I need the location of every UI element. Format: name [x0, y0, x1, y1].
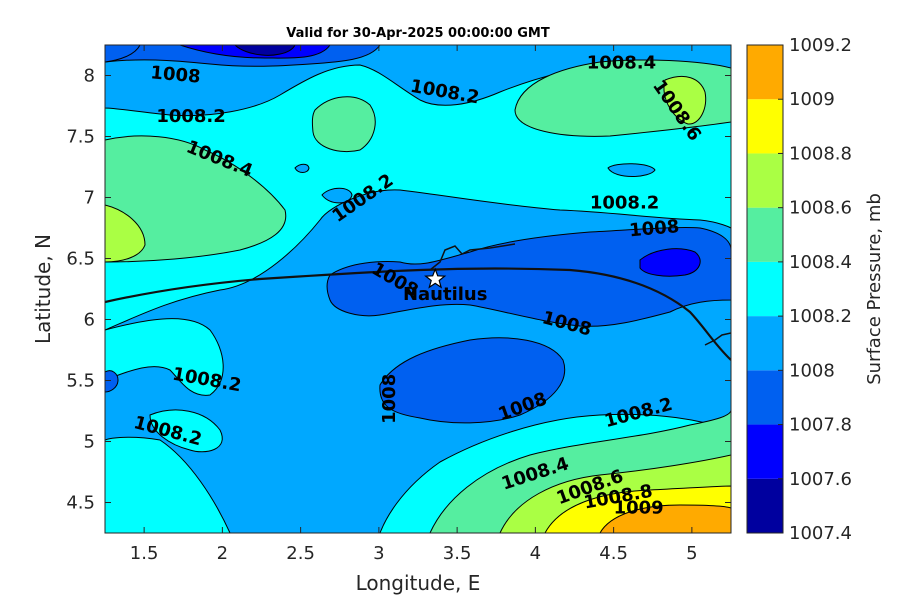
x-tick-label: 1.5 — [130, 543, 159, 564]
contour-region-1008.4-topmid — [311, 96, 376, 153]
y-tick-label: 4.5 — [66, 493, 95, 514]
contour-label: 1009 — [614, 498, 664, 519]
colorbar-frame — [746, 44, 784, 534]
colorbar-tick-label: 1008.8 — [789, 143, 852, 164]
contour-region-1007.6-mid — [639, 248, 701, 277]
plot-area — [105, 45, 731, 533]
contour-pocket-2 — [607, 163, 656, 177]
coastline-lagoon — [429, 243, 516, 271]
star-marker — [424, 267, 447, 289]
contour-region-1008.6-left — [105, 204, 146, 263]
colorbar-swatch — [747, 316, 783, 371]
x-axis-label: Longitude, E — [356, 571, 481, 595]
contour-label: 1008 — [628, 216, 680, 241]
contour-label: 1008 — [379, 374, 400, 424]
contour-label: 1008.2 — [590, 193, 659, 214]
colorbar-tick-label: 1009.2 — [789, 35, 852, 56]
y-tick-label: 5.5 — [66, 371, 95, 392]
colorbar-swatch — [747, 207, 783, 262]
colorbar-tick-label: 1008.6 — [789, 198, 852, 219]
y-axis-ticks: 4.5 5 5.5 6 6.5 7 7.5 8 — [66, 66, 731, 514]
colorbar-swatch — [747, 424, 783, 479]
colorbar-swatch — [747, 45, 783, 100]
contour-label: 1008.2 — [156, 106, 225, 127]
colorbar-swatch — [747, 99, 783, 154]
x-axis-ticks: 1.5 2 2.5 3 3.5 4 4.5 5 — [130, 45, 698, 564]
colorbar: 1007.4 1007.6 1007.8 1008 1008.2 1008.4 1008.6… — [746, 35, 852, 544]
y-tick-label: 5 — [84, 432, 95, 453]
colorbar-tick-label: 1008.4 — [789, 252, 852, 273]
colorbar-swatch — [747, 153, 783, 208]
x-tick-label: 4 — [530, 543, 541, 564]
coastline-east — [704, 332, 731, 346]
contour-pocket-3 — [294, 163, 310, 173]
y-tick-label: 6 — [84, 310, 95, 331]
contour-region-1007.8-low — [379, 337, 566, 424]
colorbar-tick-label: 1007.6 — [789, 469, 852, 490]
colorbar-swatch — [747, 478, 783, 533]
x-tick-label: 2.5 — [286, 543, 315, 564]
colorbar-swatch — [747, 370, 783, 425]
coastline — [105, 267, 731, 361]
contour-label: 1008.4 — [587, 52, 656, 73]
contour-region-1007.8-mid — [326, 226, 731, 327]
plot-frame — [104, 44, 732, 534]
y-tick-label: 6.5 — [66, 249, 95, 270]
station-marker: Nautilus — [403, 267, 488, 305]
contour-region-1009-bottom — [599, 504, 731, 533]
contour-region-1008.4-left — [105, 135, 287, 263]
y-tick-label: 8 — [84, 66, 95, 87]
y-tick-label: 7.5 — [66, 127, 95, 148]
contour-region-1008-lobe-left — [105, 318, 224, 396]
colorbar-label: Surface Pressure, mb — [864, 193, 885, 385]
x-tick-label: 5 — [686, 543, 697, 564]
contour-region-1008.6-topright — [663, 76, 707, 125]
x-tick-label: 3.5 — [443, 543, 472, 564]
x-tick-label: 2 — [217, 543, 228, 564]
y-axis-label: Latitude, N — [31, 234, 55, 344]
x-tick-label: 3 — [373, 543, 384, 564]
marker-label: Nautilus — [403, 284, 488, 305]
colorbar-swatch — [747, 261, 783, 317]
chart-title: Valid for 30-Apr-2025 00:00:00 GMT — [286, 26, 550, 41]
colorbar-tick-label: 1008.2 — [789, 306, 852, 327]
contour-region-1007.4-top — [234, 45, 296, 56]
colorbar-tick-label: 1009 — [789, 89, 835, 110]
colorbar-tick-label: 1008 — [789, 360, 835, 381]
contour-pocket-1 — [321, 187, 353, 204]
contour-label: 1008 — [150, 62, 202, 87]
contour-pocket-4 — [105, 370, 119, 393]
colorbar-tick-label: 1007.8 — [789, 415, 852, 436]
y-tick-label: 7 — [84, 188, 95, 209]
x-tick-label: 4.5 — [599, 543, 628, 564]
contour-region-1008-lobe-2 — [149, 409, 223, 453]
colorbar-tick-label: 1007.4 — [789, 523, 852, 544]
